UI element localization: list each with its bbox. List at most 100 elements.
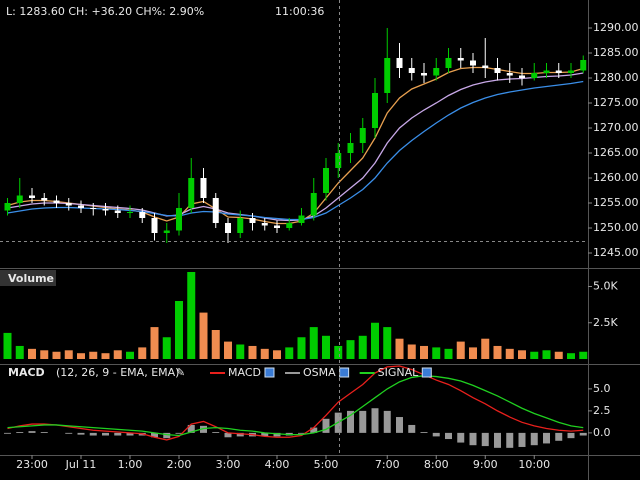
volume-bar (309, 327, 318, 359)
osma-bar (359, 410, 367, 433)
osma-bar (16, 432, 24, 433)
y-tick-label: 5.0 (593, 382, 611, 395)
candle-body (163, 230, 170, 233)
x-tick-label: 4:00 (265, 458, 290, 471)
volume-bar (138, 347, 147, 359)
candle-body (65, 203, 72, 206)
candle-body (433, 68, 440, 76)
osma-bar (163, 432, 171, 439)
candle-body (90, 208, 97, 209)
candle-body (249, 218, 256, 223)
osma-bar (261, 432, 269, 437)
osma-bar (420, 432, 428, 433)
volume-bar (518, 350, 526, 359)
candle-body (29, 195, 35, 198)
y-tick-label: 1270.00 (593, 121, 639, 134)
settings-icon[interactable]: ✎ (176, 366, 185, 379)
osma-bar (383, 410, 391, 433)
candle-body (543, 70, 550, 73)
volume-bar (542, 350, 551, 359)
osma-bar (298, 432, 305, 434)
osma-bar (408, 424, 416, 433)
candle-body (555, 70, 562, 73)
volume-bar (285, 347, 294, 359)
volume-bar (64, 350, 73, 359)
volume-bar (407, 344, 416, 359)
volume-bar (493, 345, 502, 359)
volume-bar (456, 341, 465, 359)
candle-body (421, 73, 427, 76)
candle-body (519, 75, 525, 78)
y-tick-label: 2.5K (593, 316, 618, 329)
legend-checkbox[interactable] (421, 367, 432, 378)
volume-bar (554, 351, 563, 359)
volume-bar (224, 341, 232, 359)
candle-body (114, 210, 121, 213)
osma-bar (187, 424, 195, 433)
y-tick-label: 1255.00 (593, 196, 639, 209)
osma-bar (212, 432, 220, 433)
candle-body (274, 225, 280, 228)
candle-body (408, 68, 415, 73)
volume-bar (322, 335, 330, 359)
osma-bar (506, 432, 514, 448)
volume-bar (469, 347, 477, 359)
y-tick-label: 0.0 (593, 426, 611, 439)
y-tick-label: 1265.00 (593, 146, 639, 159)
y-tick-label: 1285.00 (593, 46, 639, 59)
osma-bar (347, 410, 354, 433)
volume-bar (199, 312, 208, 359)
volume-bar (52, 351, 61, 359)
osma-bar (77, 432, 85, 435)
indicator-line (7, 375, 584, 437)
volume-bar (15, 345, 24, 359)
candle-body (188, 178, 195, 208)
osma-bar (530, 432, 538, 446)
osma-bar (310, 427, 318, 433)
candle-body (494, 68, 501, 73)
candle-body (176, 208, 182, 231)
osma-bar (432, 432, 440, 437)
volume-bar (101, 353, 110, 359)
legend-checkbox[interactable] (264, 367, 275, 378)
legend-checkbox[interactable] (339, 367, 350, 378)
osma-bar (273, 432, 281, 437)
candle-body (531, 73, 538, 78)
x-tick-label: 3:00 (216, 458, 241, 471)
y-tick-label: 1280.00 (593, 71, 639, 84)
candle-body (445, 58, 452, 68)
osma-bar (114, 432, 122, 436)
candle-body (78, 205, 84, 208)
candle-body (151, 218, 158, 233)
indicator-line (7, 365, 584, 441)
volume-bar (444, 348, 453, 359)
osma-bar (126, 432, 134, 436)
volume-bar (187, 272, 196, 359)
x-tick-label: 7:00 (375, 458, 400, 471)
volume-label-box (0, 270, 56, 286)
x-tick-label: 10:00 (518, 458, 550, 471)
osma-bar (200, 425, 207, 433)
candle-body (53, 200, 60, 203)
plot-layer: 1245.00 1250.00 1255.00 1260.00 1265.00 1270.… (3, 21, 639, 471)
candle-body (457, 58, 464, 61)
volume-bar (395, 338, 404, 359)
x-tick-label: 1:00 (118, 458, 143, 471)
osma-bar (543, 432, 550, 444)
macd-title: MACD (8, 366, 45, 379)
candle-body (4, 203, 11, 211)
osma-bar (371, 408, 379, 433)
volume-bar (334, 345, 343, 359)
osma-bar (481, 432, 489, 447)
volume-bar (432, 347, 441, 359)
volume-bar (236, 344, 245, 359)
volume-bar (346, 340, 355, 359)
indicator-line (7, 72, 584, 222)
candle-body (139, 212, 146, 218)
volume-bar (297, 337, 306, 359)
indicator-line (7, 80, 584, 221)
osma-bar (445, 432, 452, 440)
osma-bar (151, 432, 158, 438)
volume-bar (358, 335, 367, 359)
